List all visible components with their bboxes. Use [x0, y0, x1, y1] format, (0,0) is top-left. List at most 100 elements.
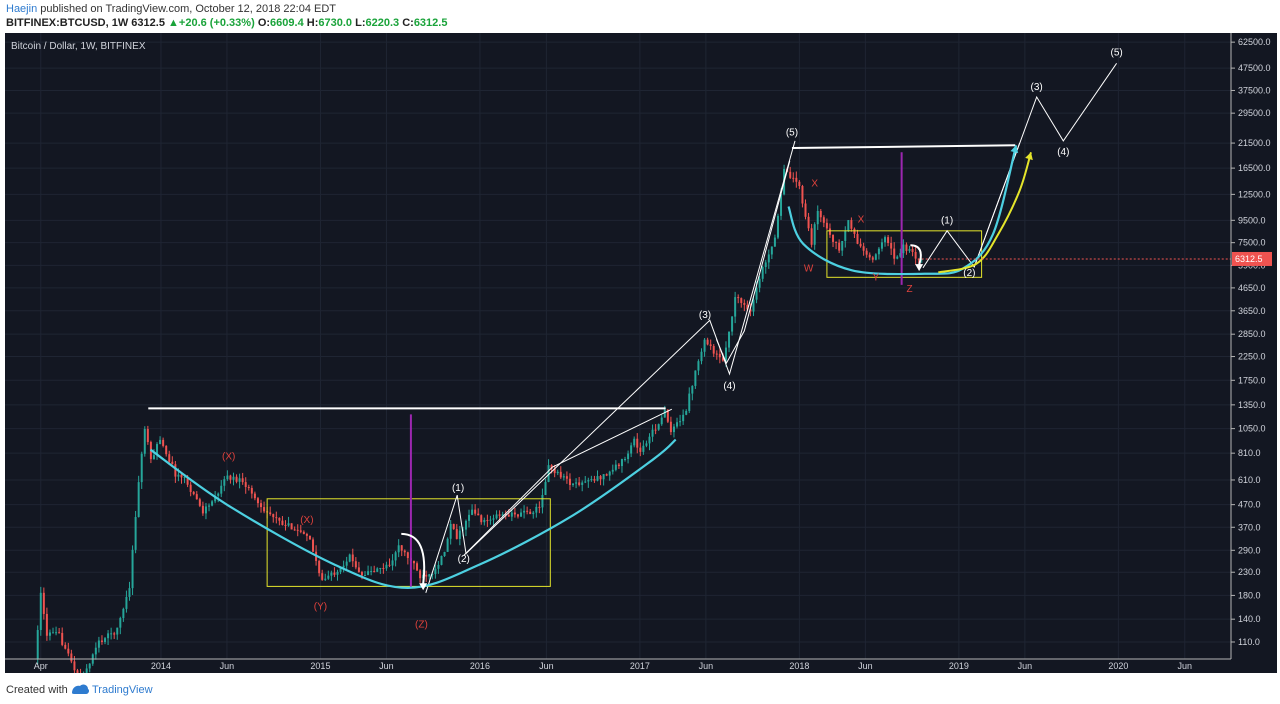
time-tick-label: 2014: [151, 661, 171, 671]
grid: [5, 33, 1231, 659]
candle-body: [682, 414, 685, 422]
candle-body: [39, 592, 42, 631]
candle-body: [183, 476, 186, 478]
candle-body: [712, 345, 715, 354]
candle-body: [590, 479, 593, 481]
candle-body: [740, 298, 743, 303]
candle-body: [416, 563, 419, 571]
candle-body: [55, 632, 58, 634]
candle-body: [122, 608, 125, 619]
price-tick-label: 47500.0: [1238, 63, 1271, 73]
annotations: (X) (X) (Y) (Z) (1) (2) (3) (4) (5) X W X Y Z (1) (2) (3…: [148, 48, 1231, 631]
candle-body: [431, 574, 434, 576]
consolidation-box: [266, 498, 551, 587]
candle-body: [373, 571, 376, 573]
price-tick-label: 9500.0: [1238, 215, 1266, 225]
price-tick-label: 180.0: [1238, 590, 1261, 600]
time-tick-label: 2020: [1108, 661, 1128, 671]
time-tick-label: 2016: [470, 661, 490, 671]
tradingview-logo-icon[interactable]: [70, 682, 90, 696]
candle-body: [370, 571, 373, 573]
candle-body: [737, 297, 740, 299]
wave-label: W: [804, 264, 814, 275]
price-tick-label: 3650.0: [1238, 306, 1266, 316]
candle-body: [116, 627, 119, 635]
candle-body: [605, 474, 608, 476]
time-tick-label: Jun: [699, 661, 714, 671]
wave-path-line: [715, 160, 791, 365]
created-with-text: Created with: [6, 684, 68, 696]
price-tick-label: 230.0: [1238, 567, 1261, 577]
candle-body: [321, 573, 324, 580]
candle-body: [455, 529, 458, 539]
candle-body: [513, 512, 516, 515]
price-tick-label: 2850.0: [1238, 329, 1266, 339]
candle-body: [263, 507, 266, 512]
chart-background: [5, 33, 1277, 673]
candle-body: [593, 479, 596, 481]
candle-body: [899, 253, 902, 257]
high-value: 6730.0: [318, 17, 353, 29]
candle-body: [578, 482, 581, 485]
candle-body: [162, 439, 165, 446]
candle-body: [504, 514, 507, 516]
candle-body: [734, 297, 737, 317]
candle-body: [853, 228, 856, 234]
candle-body: [177, 474, 180, 477]
candle-body: [250, 487, 253, 494]
candle-body: [201, 505, 204, 514]
candle-body: [672, 426, 675, 433]
candle-body: [636, 438, 639, 448]
candle-body: [64, 644, 67, 649]
candle-body: [128, 588, 131, 597]
candle-body: [575, 482, 578, 484]
price-tick-label: 1750.0: [1238, 375, 1266, 385]
yellow-arrow-head-icon: [1025, 152, 1033, 161]
candle-body: [822, 217, 825, 223]
time-tick-label: Jun: [539, 661, 554, 671]
price-chart[interactable]: (X) (X) (Y) (Z) (1) (2) (3) (4) (5) X W X Y Z (1) (2) (3…: [5, 33, 1277, 687]
chart-panel[interactable]: (X) (X) (Y) (Z) (1) (2) (3) (4) (5) X W X Y Z (1) (2) (3…: [5, 33, 1277, 687]
candle-body: [367, 571, 370, 575]
candle-body: [614, 464, 617, 470]
resistance-line: [791, 144, 1016, 150]
candle-body: [666, 409, 669, 422]
candle-body: [642, 445, 645, 452]
candle-body: [486, 519, 489, 521]
candle-body: [844, 230, 847, 242]
candle-body: [272, 514, 275, 518]
candle-body: [232, 476, 235, 480]
time-axis[interactable]: Apr 2014 Jun 2015 Jun 2016 Jun 2017 Jun 2018 Jun 20…: [34, 661, 1192, 671]
candle-body: [244, 482, 247, 488]
publish-info: Haejin published on TradingView.com, Oct…: [6, 3, 336, 15]
candle-body: [143, 429, 146, 454]
candle-body: [556, 471, 559, 474]
wave-label: (2): [458, 554, 470, 565]
candle-body: [721, 357, 724, 361]
candle-body: [538, 506, 541, 508]
candle-body: [764, 262, 767, 268]
author-link[interactable]: Haejin: [6, 3, 38, 15]
candle-body: [241, 478, 244, 483]
candle-body: [88, 663, 91, 669]
wave-label: (X): [300, 515, 313, 526]
symbol-info: BITFINEX:BTCUSD, 1W 6312.5 ▲+20.6 (+0.33…: [6, 17, 447, 29]
candle-body: [639, 447, 642, 452]
candle-body: [798, 181, 801, 186]
tradingview-brand-link[interactable]: TradingView: [92, 684, 153, 696]
candle-body: [596, 476, 599, 481]
candle-body: [611, 469, 614, 472]
candle-body: [324, 578, 327, 580]
candle-body: [61, 632, 64, 645]
candle-body: [449, 523, 452, 539]
candle-body: [238, 478, 241, 482]
candle-body: [48, 632, 51, 636]
candle-body: [434, 568, 437, 575]
candle-body: [492, 518, 495, 520]
candle-body: [905, 244, 908, 251]
time-tick-label: Jun: [858, 661, 873, 671]
price-axis[interactable]: 62500.0 47500.0 37500.0 29500.0 21500.0 16500…: [1231, 37, 1271, 647]
candle-body: [140, 453, 143, 483]
hook-arrow: [910, 244, 922, 266]
candle-body: [498, 514, 501, 516]
